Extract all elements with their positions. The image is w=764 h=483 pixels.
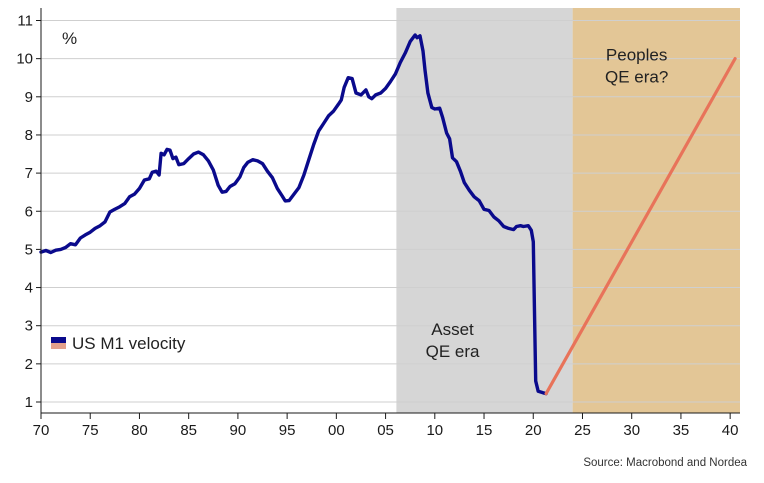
y-tick-label: 10 [16,51,33,68]
y-tick-label: 6 [25,203,33,220]
x-tick-label: 00 [328,422,345,439]
era-band-1 [572,8,740,413]
y-tick-label: 7 [25,165,33,182]
y-tick-label: 1 [25,394,33,411]
series-lines [39,33,737,396]
x-tick-label: 30 [623,422,640,439]
x-tick-label: 75 [82,422,99,439]
x-tick-label: 40 [722,422,739,439]
era-label-line: Asset [431,320,474,339]
y-tick-label: 2 [25,356,33,373]
y-tick-label: 9 [25,89,33,106]
era-label-0: Asset QE era [426,320,480,361]
x-tick-label: 25 [574,422,591,439]
annotations: Asset QE era Peoples QE era? [426,46,669,362]
y-tick-label: 8 [25,127,33,144]
y-tick-label: 4 [25,280,33,297]
x-tick-label: 95 [279,422,296,439]
legend-swatch-top [51,337,66,343]
x-tick-label: 80 [131,422,148,439]
gridlines [41,20,740,403]
x-tick-label: 90 [230,422,247,439]
x-tick-label: 35 [673,422,690,439]
era-label-line: Peoples [606,46,667,65]
y-tick-label: 3 [25,318,33,335]
x-tick-label: 05 [377,422,394,439]
legend-swatch-bottom [51,343,66,349]
era-bands [396,8,740,413]
x-tick-label: 85 [180,422,197,439]
y-tick-label: 5 [25,241,33,258]
x-tick-label: 10 [426,422,443,439]
x-tick-label: 20 [525,422,542,439]
legend-label: US M1 velocity [72,334,186,353]
era-label-1: Peoples QE era? [605,46,668,87]
source-note: Source: Macrobond and Nordea [583,457,747,469]
series-line-projection [544,57,737,396]
axes: 1 2 3 4 5 6 7 8 9 10 11 70 75 80 85 90 95 00 05 10 15 20 25 30 3… [16,8,740,439]
x-tick-label: 70 [33,422,50,439]
unit-label: % [62,29,77,48]
x-tick-label: 15 [476,422,493,439]
legend: US M1 velocity [51,334,186,353]
y-tick-label: 11 [17,13,33,30]
series-line-m1-velocity [39,33,548,396]
era-label-line: QE era? [605,68,668,87]
era-label-line: QE era [426,342,480,361]
